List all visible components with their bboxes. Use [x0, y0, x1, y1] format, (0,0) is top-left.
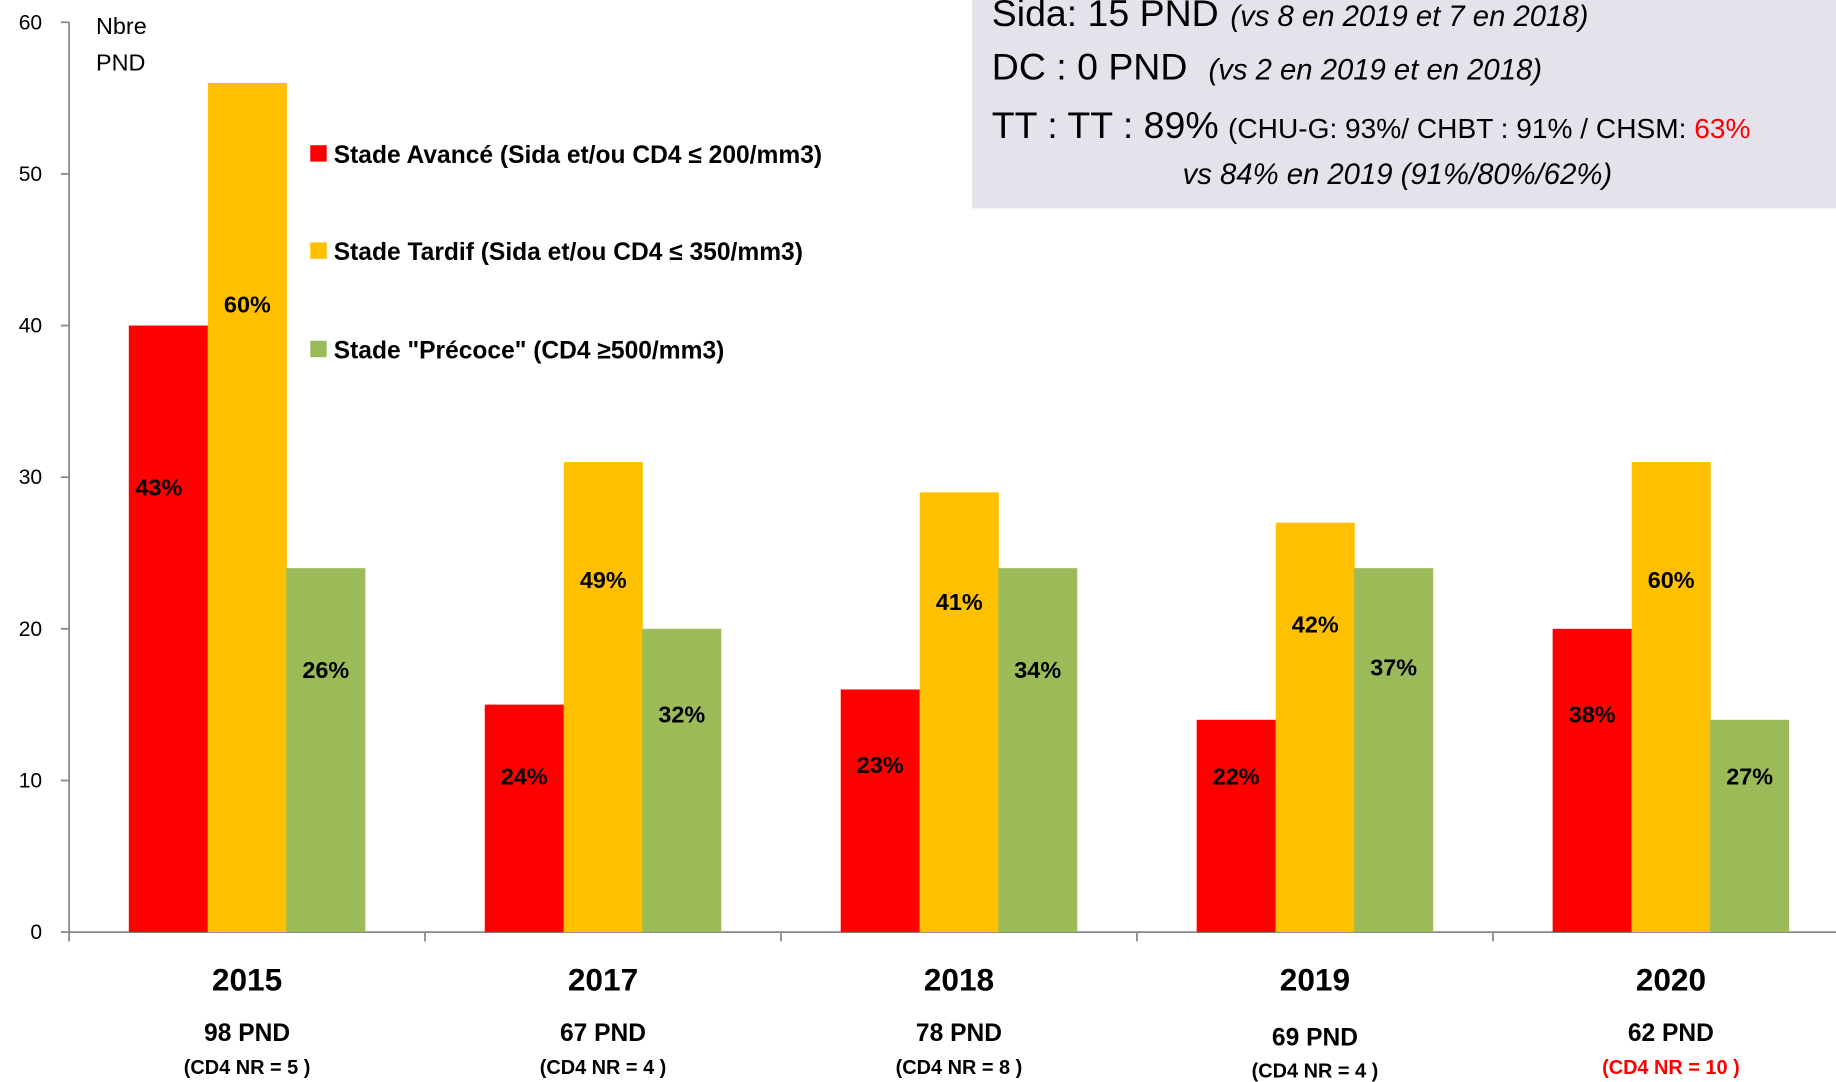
y-tick-label: 10: [19, 769, 42, 792]
category-total: 62 PND: [1628, 1020, 1714, 1047]
y-tick-label: 0: [30, 921, 42, 944]
info-box: [971, 0, 1836, 209]
bar-annotation: 27%: [1726, 764, 1773, 790]
y-label: PND: [96, 49, 145, 75]
info-note: (CHU-G: 93%/ CHBT : 91% / CHSM:: [1228, 113, 1694, 144]
bar: [207, 82, 287, 933]
bar: [642, 628, 722, 933]
bar-annotation: 37%: [1370, 655, 1417, 681]
bar: [1710, 719, 1790, 933]
bar: [1354, 568, 1434, 933]
bar-annotation: 22%: [1213, 764, 1260, 790]
y-label: Nbre: [96, 13, 147, 39]
category-total: 67 PND: [560, 1020, 646, 1047]
info-note: (vs 2 en 2019 et en 2018): [1208, 55, 1542, 87]
bar: [840, 689, 920, 933]
x-tick-label: 2017: [568, 962, 638, 998]
category-cd4: (CD4 NR = 8 ): [896, 1057, 1023, 1079]
category-cd4: (CD4 NR = 10 ): [1602, 1057, 1740, 1079]
info-tt: TT : TT : 89% (CHU-G: 93%/ CHBT : 91% / C…: [992, 104, 1751, 146]
category-total: 78 PND: [916, 1020, 1002, 1047]
info-text: Sida: 15 PND: [992, 0, 1219, 34]
category-total: 98 PND: [204, 1020, 290, 1047]
bar-annotation: 42%: [1292, 611, 1339, 637]
bar-annotation: 24%: [501, 764, 548, 790]
bar-annotation: 26%: [302, 657, 349, 683]
bar: [998, 568, 1078, 933]
bar: [1552, 628, 1632, 933]
x-tick-label: 2015: [212, 962, 282, 998]
info-vs: vs 84% en 2019 (91%/80%/62%): [1183, 159, 1613, 191]
bar-annotation: 34%: [1014, 657, 1061, 683]
bar-annotation: 23%: [857, 752, 904, 778]
bar: [484, 704, 564, 933]
bar: [563, 462, 643, 933]
bar-annotation: 60%: [224, 292, 271, 318]
category-cd4: (CD4 NR = 4 ): [1252, 1060, 1379, 1082]
legend-label: Stade Avancé (Sida et/ou CD4 ≤ 200/mm3): [334, 142, 822, 169]
legend-label: Stade Tardif (Sida et/ou CD4 ≤ 350/mm3): [334, 239, 803, 266]
info-dc: DC : 0 PND (vs 2 en 2019 et en 2018): [992, 46, 1542, 88]
bar-annotation: 32%: [658, 701, 705, 727]
y-tick-label: 40: [19, 315, 42, 338]
info-note: (vs 8 en 2019 et 7 en 2018): [1230, 1, 1588, 33]
y-tick-label: 50: [19, 163, 42, 186]
category-cd4: (CD4 NR = 4 ): [540, 1057, 667, 1079]
x-tick-label: 2018: [924, 962, 994, 998]
category-total: 69 PND: [1272, 1025, 1358, 1052]
legend-swatch: [310, 340, 327, 358]
bar-annotation: 49%: [580, 567, 627, 593]
legend-swatch: [310, 145, 327, 162]
x-tick-label: 2020: [1636, 962, 1706, 998]
bar-annotation: 41%: [936, 589, 983, 615]
y-tick-label: 30: [19, 466, 42, 489]
info-text: TT : TT : 89%: [992, 104, 1219, 146]
category-cd4: (CD4 NR = 5 ): [184, 1057, 311, 1079]
bar: [919, 492, 999, 933]
bar: [1196, 719, 1276, 933]
info-red: 63%: [1694, 113, 1750, 144]
info-text: DC : 0 PND: [992, 46, 1188, 88]
x-tick-label: 2019: [1280, 962, 1350, 998]
y-tick-label: 60: [19, 11, 42, 34]
bar: [128, 325, 208, 933]
legend-label: Stade "Précoce" (CD4 ≥500/mm3): [334, 337, 725, 364]
y-tick-label: 20: [19, 618, 42, 641]
bar: [286, 568, 366, 933]
legend-swatch: [310, 242, 327, 259]
bar: [1275, 522, 1355, 933]
bar-annotation: 38%: [1569, 701, 1616, 727]
bar-annotation: 60%: [1648, 567, 1695, 593]
bar-annotation: 43%: [136, 474, 183, 500]
bar: [1631, 462, 1711, 933]
info-sida: Sida: 15 PND (vs 8 en 2019 et 7 en 2018): [992, 0, 1589, 34]
